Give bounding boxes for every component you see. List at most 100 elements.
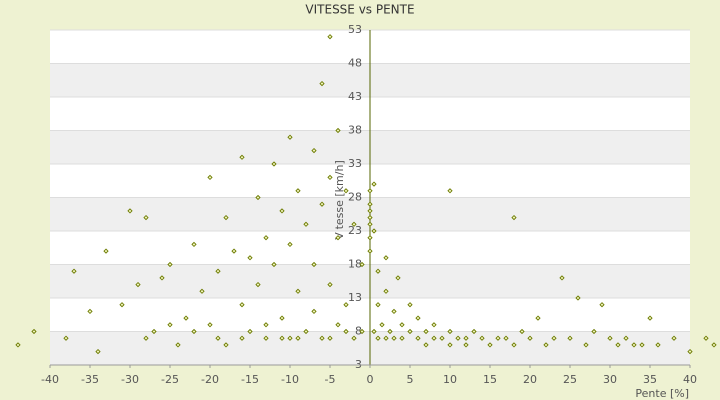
y-tick-label: 53 <box>348 23 362 36</box>
point <box>535 315 541 321</box>
point <box>527 335 533 341</box>
point <box>415 335 421 341</box>
point <box>371 181 377 187</box>
point <box>319 201 325 207</box>
point <box>359 261 365 268</box>
point <box>391 308 397 315</box>
point <box>447 188 453 194</box>
point <box>383 288 389 294</box>
point <box>311 147 317 154</box>
point <box>471 328 477 335</box>
x-tick-label: 10 <box>443 373 457 386</box>
point <box>215 268 221 274</box>
point <box>287 241 293 248</box>
point <box>351 335 357 341</box>
point <box>127 208 133 214</box>
point <box>487 342 493 348</box>
x-tick-label: -5 <box>325 373 336 386</box>
point <box>511 342 517 348</box>
point <box>391 335 397 341</box>
point <box>119 302 125 308</box>
point <box>271 161 277 167</box>
point <box>375 302 381 308</box>
point <box>95 348 101 355</box>
point <box>371 228 377 234</box>
point <box>583 342 589 348</box>
point <box>447 342 453 348</box>
point <box>503 335 509 341</box>
point <box>215 335 221 341</box>
x-tick-label: 30 <box>603 373 617 386</box>
point <box>303 328 309 335</box>
point <box>279 315 285 321</box>
chart-title: VITESSE vs PENTE <box>305 3 414 17</box>
point <box>175 342 181 348</box>
point <box>367 214 373 221</box>
point <box>263 235 269 241</box>
x-tick-label: 40 <box>683 373 697 386</box>
point <box>399 335 405 341</box>
point <box>399 322 405 328</box>
x-tick-label: 25 <box>563 373 577 386</box>
point <box>375 268 381 274</box>
point <box>463 342 469 348</box>
point <box>623 335 629 341</box>
point <box>423 328 429 335</box>
point <box>303 221 309 227</box>
point <box>567 335 573 341</box>
point <box>543 342 549 348</box>
point <box>143 214 149 221</box>
point <box>31 328 37 335</box>
x-tick-label: -40 <box>41 373 59 386</box>
point <box>367 221 373 227</box>
point <box>415 315 421 321</box>
x-tick-label: 0 <box>367 373 374 386</box>
point <box>327 174 333 181</box>
x-tick-label: 15 <box>483 373 497 386</box>
y-tick-label: 33 <box>348 157 362 170</box>
x-tick-label: -30 <box>121 373 139 386</box>
y-tick-label: 8 <box>355 325 362 338</box>
point <box>703 335 709 341</box>
point <box>239 335 245 341</box>
y-tick-label: 13 <box>348 291 362 304</box>
point <box>367 208 373 214</box>
point <box>271 261 277 268</box>
point <box>383 335 389 341</box>
point <box>511 214 517 221</box>
point <box>319 335 325 341</box>
point <box>295 335 301 341</box>
point <box>519 328 525 335</box>
point <box>343 188 349 194</box>
point <box>367 248 373 254</box>
point <box>375 335 381 341</box>
point <box>311 308 317 315</box>
point <box>295 288 301 294</box>
point <box>367 201 373 207</box>
point <box>383 255 389 261</box>
point <box>447 328 453 335</box>
point <box>407 302 413 308</box>
point <box>551 335 557 341</box>
point <box>599 302 605 308</box>
point <box>223 342 229 348</box>
point <box>639 342 645 348</box>
point <box>615 342 621 348</box>
point <box>103 248 109 254</box>
point <box>687 348 693 355</box>
point <box>711 342 717 348</box>
point <box>431 322 437 328</box>
point <box>607 335 613 341</box>
point <box>431 335 437 341</box>
point <box>423 342 429 348</box>
point <box>367 235 373 241</box>
y-tick-label: 48 <box>348 57 362 70</box>
point <box>151 328 157 335</box>
y-tick-label: 38 <box>348 124 362 137</box>
point <box>279 335 285 341</box>
x-tick-label: 5 <box>407 373 414 386</box>
point <box>295 188 301 194</box>
point <box>71 268 77 274</box>
point <box>183 315 189 321</box>
